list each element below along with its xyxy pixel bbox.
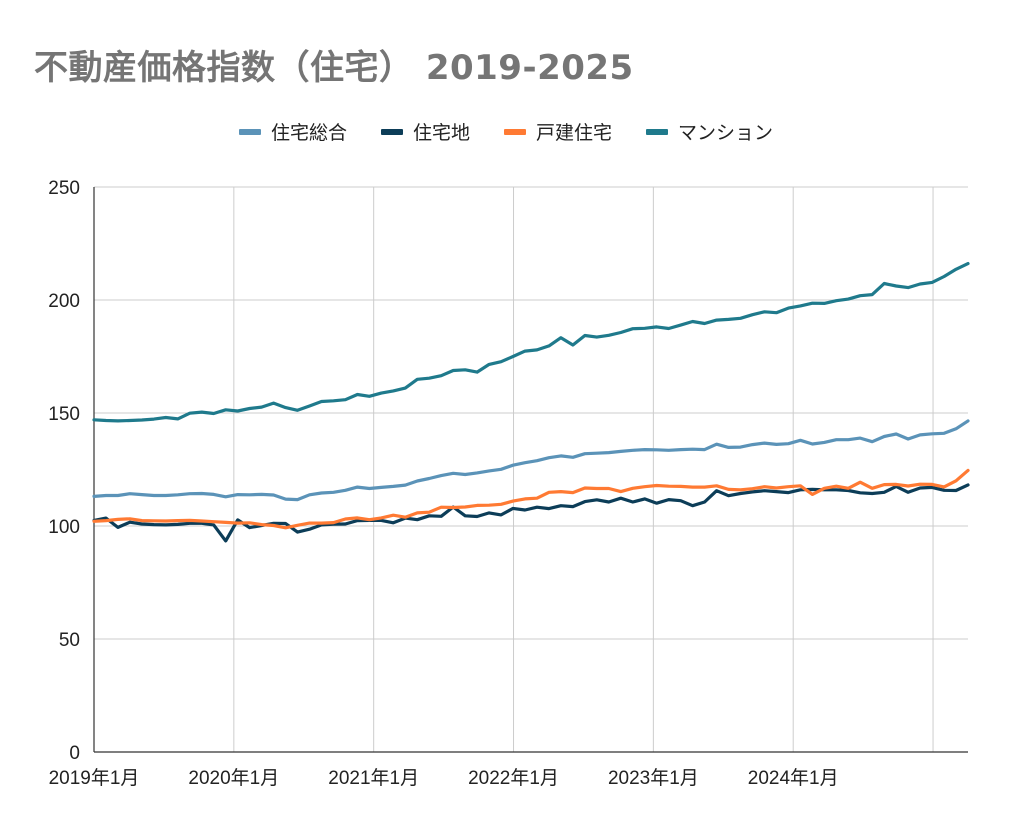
legend-label: 戸建住宅 [536, 122, 613, 144]
series-line-2 [92, 468, 970, 530]
axes [93, 187, 968, 753]
x-tick-label: 2023年1月 [608, 767, 699, 789]
legend-label: 住宅地 [412, 122, 470, 144]
legend-item-sogo: 住宅総合 [238, 118, 347, 145]
legend-item-kodate: 戸建住宅 [504, 118, 612, 145]
legend-item-takuchi: 住宅地 [380, 118, 470, 145]
y-tick-label: 50 [59, 630, 80, 651]
x-tick-label: 2022年1月 [468, 767, 559, 789]
y-tick-label: 150 [48, 404, 80, 425]
series-lines [92, 262, 970, 543]
y-tick-label: 200 [48, 291, 80, 312]
x-tick-label: 2021年1月 [328, 767, 419, 789]
legend-swatch [504, 128, 526, 135]
chart-title: 不動産価格指数（住宅） 2019-2025 [34, 48, 634, 88]
gridlines [94, 186, 968, 752]
y-tick-label: 0 [69, 743, 80, 764]
x-tick-label: 2019年1月 [49, 767, 140, 789]
series-line-0 [92, 419, 970, 502]
legend-swatch [238, 128, 261, 135]
tick-labels: 0 50 100 150 200 250 2019年1月 2020年1月 2021年1月 2022… [48, 178, 838, 789]
chart-legend: 住宅総合 住宅地 戸建住宅 マンション [0, 118, 1012, 145]
legend-label: 住宅総合 [270, 122, 347, 144]
legend-swatch [380, 128, 403, 135]
series-line-3 [92, 262, 970, 423]
series-line-1 [92, 483, 970, 543]
legend-label: マンション [678, 122, 774, 144]
y-tick-label: 100 [48, 517, 80, 538]
x-tick-label: 2020年1月 [188, 767, 279, 789]
legend-item-mansion: マンション [646, 118, 773, 145]
legend-swatch [646, 128, 669, 135]
x-tick-label: 2024年1月 [748, 767, 839, 789]
y-tick-label: 250 [48, 178, 80, 199]
